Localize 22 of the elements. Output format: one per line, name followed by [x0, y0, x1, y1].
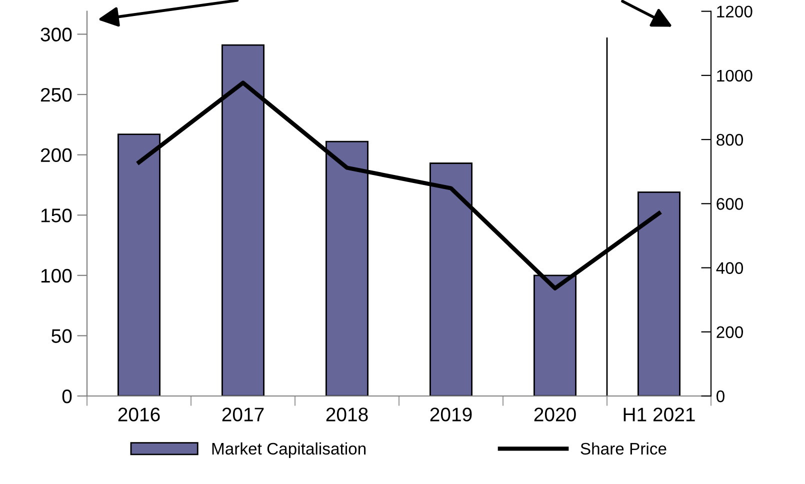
- y-tick-label: 150: [41, 208, 72, 222]
- legend-label: Share Price: [580, 442, 666, 455]
- x-tick-label: H1 2021: [624, 408, 695, 422]
- y-tick-label: 50: [52, 329, 72, 343]
- y2-tick-label: 1200: [717, 6, 752, 18]
- y2-tick-label: 400: [716, 262, 744, 274]
- y2-tick-label: 600: [716, 198, 744, 210]
- y2-tick-label: 200: [716, 326, 744, 338]
- y2-tick-label: 0: [716, 390, 724, 402]
- x-tick-label: 2019: [430, 408, 472, 422]
- y2-tick-label: 800: [716, 134, 744, 146]
- x-tick-label: 2017: [222, 408, 264, 422]
- y-tick-label: 250: [40, 88, 72, 102]
- x-tick-label: 2020: [534, 408, 576, 422]
- x-tick-label: 2016: [118, 408, 160, 422]
- y-tick-label: 100: [41, 268, 72, 283]
- y2-tick-label: 1000: [717, 70, 752, 82]
- y-tick-label: 200: [40, 148, 72, 162]
- x-tick-label: 2018: [326, 408, 368, 422]
- legend-label: Market Capitalisation: [212, 442, 366, 458]
- y-tick-label: 300: [40, 28, 72, 42]
- y-tick-label: 0: [62, 389, 72, 404]
